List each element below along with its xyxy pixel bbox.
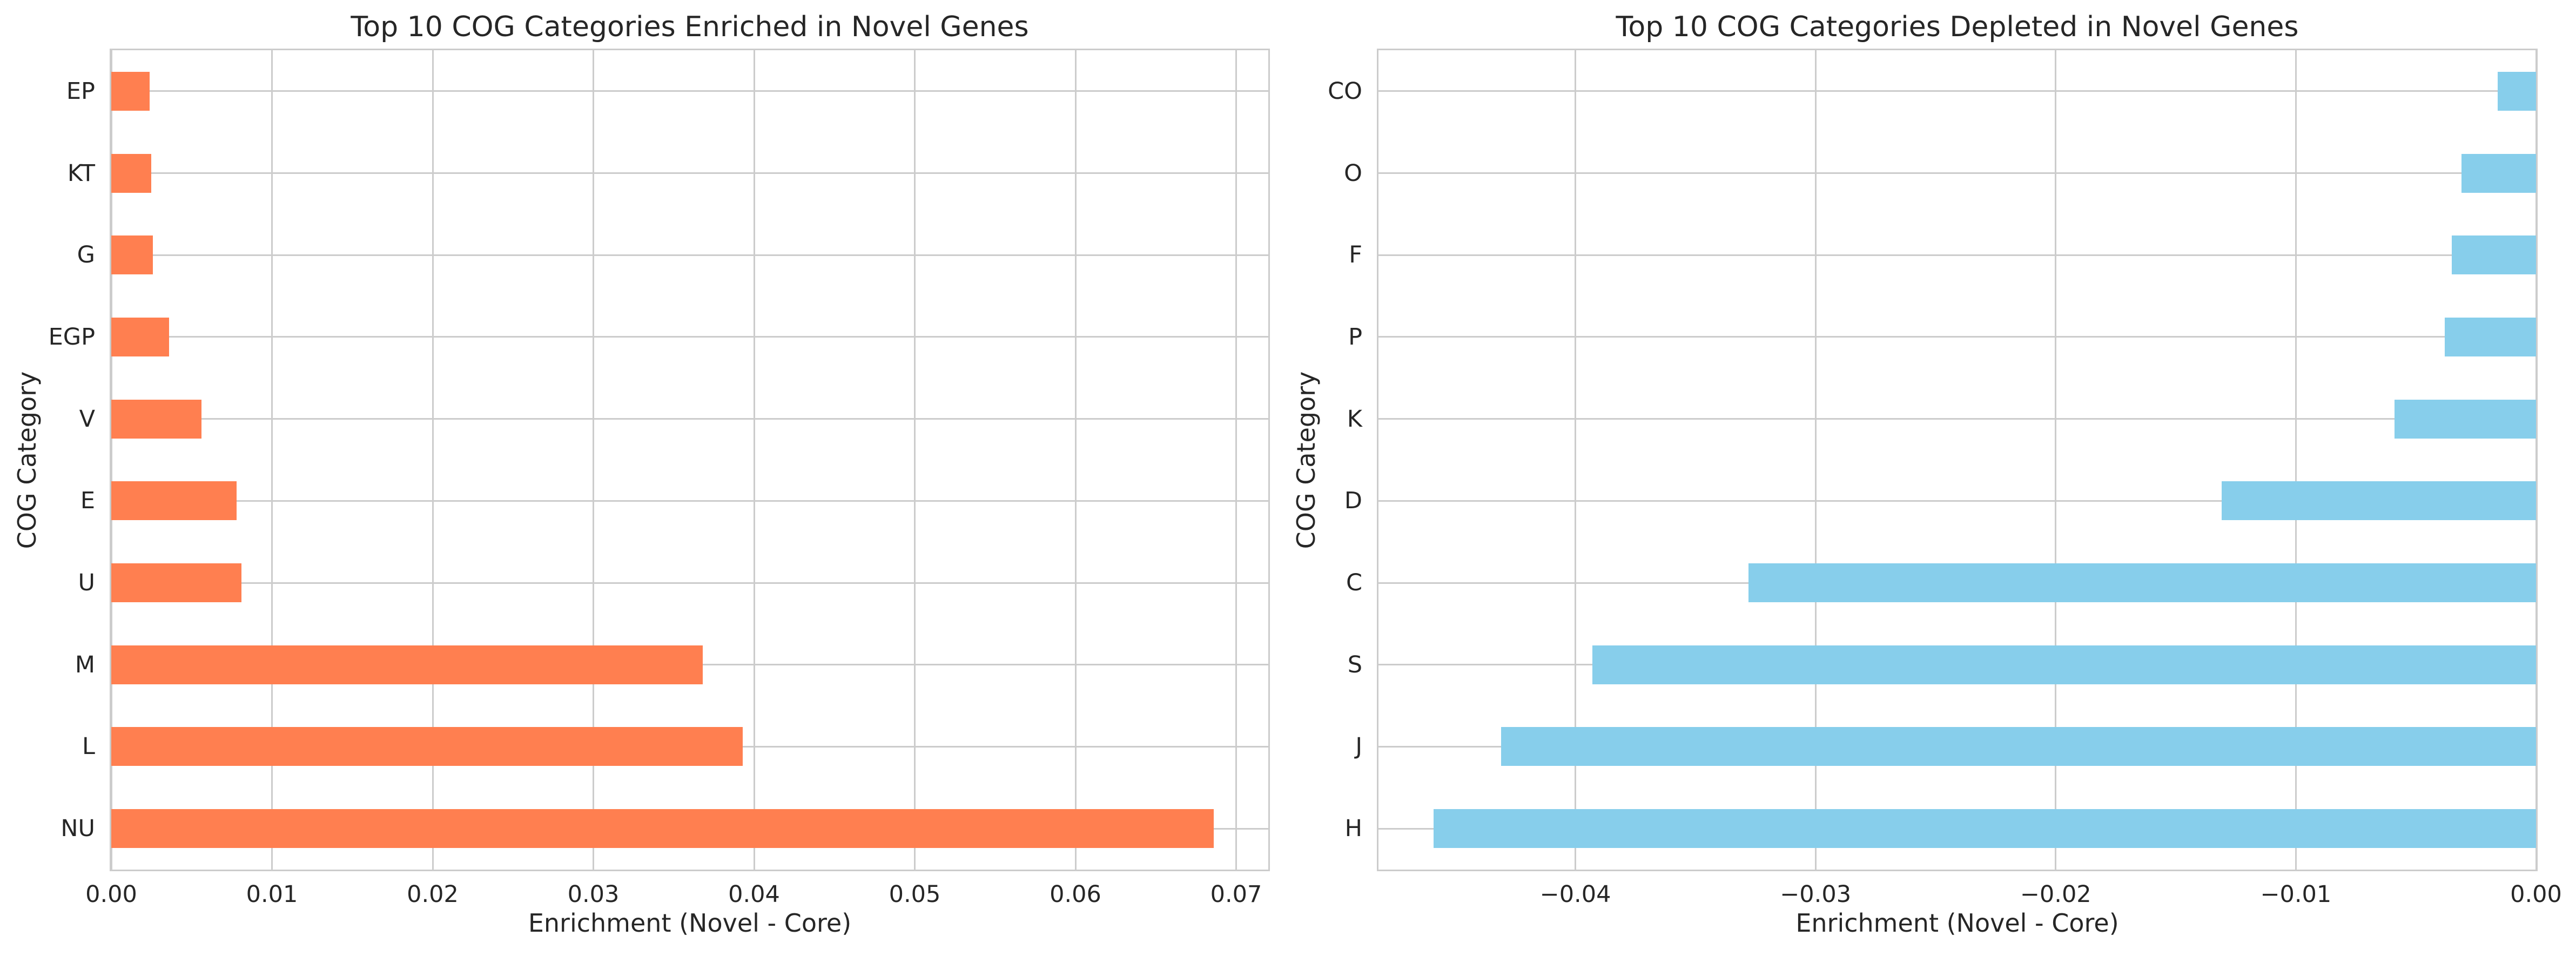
x-gridline [593, 50, 594, 870]
y-gridline [111, 500, 1268, 502]
chart-enriched-plot-area [110, 49, 1270, 871]
y-tick-label: V [79, 405, 95, 433]
x-tick-label: 0.05 [889, 881, 941, 908]
x-gridline [914, 50, 916, 870]
y-tick-label: E [80, 487, 95, 515]
x-gridline [1235, 50, 1237, 870]
chart-depleted-xlabel: Enrichment (Novel - Core) [1795, 908, 2119, 938]
x-tick-label: 0.04 [728, 881, 780, 908]
y-gridline [111, 90, 1268, 92]
x-tick-label: −0.03 [1780, 881, 1852, 908]
x-gridline [1814, 50, 1817, 870]
x-tick-label: 0.06 [1050, 881, 1101, 908]
y-gridline [111, 254, 1268, 256]
x-gridline [1074, 50, 1077, 870]
x-gridline [1575, 50, 1577, 870]
y-tick-label: EGP [48, 323, 95, 351]
x-tick-label: 0.03 [567, 881, 620, 908]
y-gridline [111, 582, 1268, 584]
chart-enriched-title: Top 10 COG Categories Enriched in Novel … [351, 11, 1029, 43]
x-tick-label: 0.02 [407, 881, 459, 908]
chart-depleted-title: Top 10 COG Categories Depleted in Novel … [1616, 11, 2299, 43]
y-gridline [1378, 254, 2536, 256]
x-gridline [753, 50, 755, 870]
bar-M [111, 645, 703, 684]
bar-E [111, 481, 237, 521]
x-tick-label: 0.00 [85, 881, 137, 908]
bar-EGP [111, 317, 170, 356]
y-tick-label: C [1346, 569, 1362, 597]
bar-G [111, 235, 153, 275]
chart-depleted-ylabel: COG Category [1292, 371, 1321, 549]
y-tick-label: CO [1328, 77, 1362, 105]
y-tick-label: KT [67, 159, 95, 187]
chart-enriched-ylabel: COG Category [12, 371, 42, 549]
y-tick-label: L [82, 733, 95, 760]
bar-KT [111, 153, 152, 193]
y-tick-label: F [1349, 241, 1362, 269]
y-tick-label: G [77, 241, 95, 269]
bar-C [1748, 563, 2536, 603]
bar-F [2452, 235, 2536, 275]
y-gridline [1378, 172, 2536, 174]
y-gridline [1378, 90, 2536, 92]
x-tick-label: −0.02 [2020, 881, 2091, 908]
bar-EP [111, 71, 150, 111]
y-tick-label: S [1347, 651, 1362, 678]
bar-H [1434, 809, 2536, 849]
x-tick-label: −0.01 [2260, 881, 2332, 908]
bar-CO [2497, 71, 2536, 111]
y-gridline [111, 336, 1268, 338]
bar-NU [111, 809, 1214, 849]
y-tick-label: P [1348, 323, 1362, 351]
y-gridline [111, 172, 1268, 174]
x-tick-label: −0.04 [1539, 881, 1611, 908]
y-tick-label: H [1344, 815, 1362, 843]
bar-V [111, 399, 201, 439]
chart-enriched-xlabel: Enrichment (Novel - Core) [528, 908, 852, 938]
y-tick-label: D [1344, 487, 1362, 515]
x-tick-label: 0.00 [2510, 881, 2562, 908]
chart-depleted-plot-area [1377, 49, 2538, 871]
bar-D [2221, 481, 2536, 521]
bar-U [111, 563, 241, 603]
x-tick-label: 0.01 [246, 881, 298, 908]
x-gridline [2055, 50, 2057, 870]
y-tick-label: EP [66, 77, 95, 105]
x-tick-label: 0.07 [1210, 881, 1262, 908]
bar-L [111, 727, 743, 766]
y-gridline [1378, 500, 2536, 502]
bar-O [2461, 153, 2536, 193]
y-tick-label: NU [60, 815, 95, 843]
x-gridline [2295, 50, 2297, 870]
y-tick-label: M [75, 651, 95, 678]
x-gridline [432, 50, 434, 870]
bar-P [2445, 317, 2536, 356]
x-gridline [110, 50, 112, 870]
y-gridline [1378, 336, 2536, 338]
y-tick-label: J [1355, 733, 1362, 760]
y-tick-label: U [78, 569, 95, 597]
bar-K [2394, 399, 2536, 439]
y-tick-label: O [1344, 159, 1362, 187]
y-gridline [111, 418, 1268, 420]
y-gridline [1378, 418, 2536, 420]
bar-S [1592, 645, 2536, 684]
bar-J [1501, 727, 2536, 766]
y-tick-label: K [1347, 405, 1362, 433]
x-gridline [271, 50, 273, 870]
